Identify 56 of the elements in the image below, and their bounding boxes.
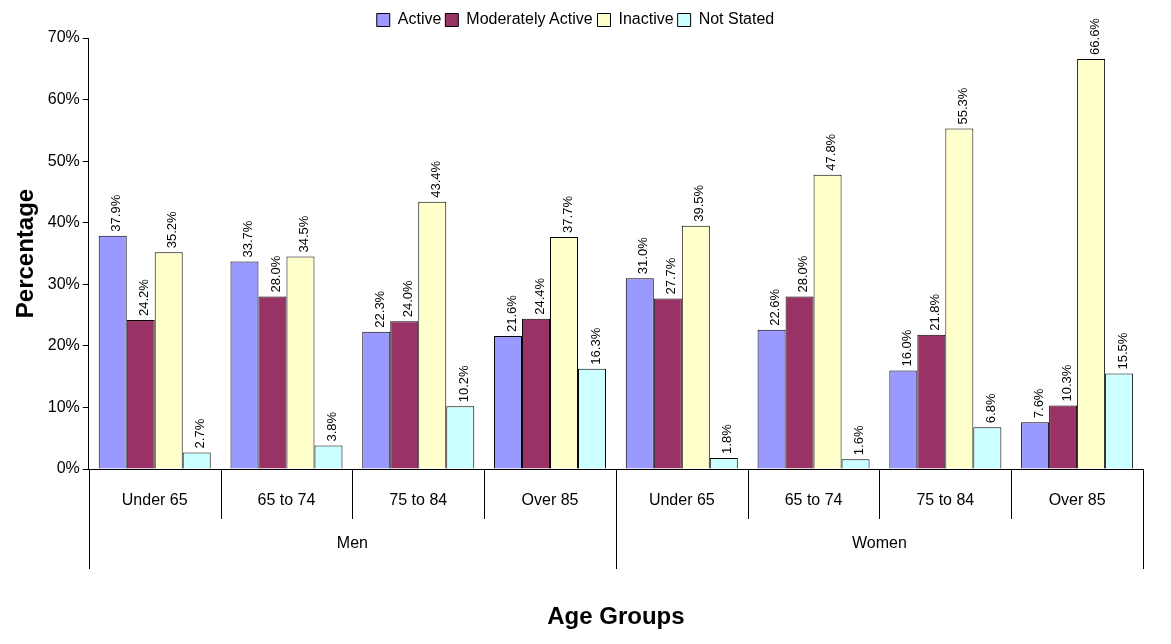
text: Women <box>852 534 907 552</box>
data-label: 35.2% <box>164 210 180 249</box>
data-label: 27.7% <box>663 257 679 295</box>
text: Men <box>336 534 368 552</box>
legend-label: Inactive <box>618 10 674 28</box>
x-tick-label: Over 85 <box>521 491 579 509</box>
data-label: 10.2% <box>455 364 471 403</box>
data-label: 1.8% <box>719 423 735 454</box>
data-label: 24.0% <box>399 279 415 318</box>
x-tick-label: 75 to 84 <box>389 491 448 509</box>
x-tick-label: 65 to 74 <box>784 491 843 509</box>
y-tick-label: 20% <box>47 336 80 354</box>
x-tick-label: Under 65 <box>121 491 188 509</box>
data-label: 24.4% <box>531 277 547 315</box>
data-label: 31.0% <box>635 236 651 275</box>
x-tick-label: 75 to 84 <box>916 491 975 509</box>
data-label: 22.3% <box>371 290 387 328</box>
data-label: 2.7% <box>192 418 208 449</box>
data-label: 22.6% <box>767 288 783 326</box>
y-tick-label: 40% <box>47 213 80 231</box>
data-label: 66.6% <box>1086 17 1102 55</box>
x-tick-label: Under 65 <box>648 491 715 509</box>
data-label: 24.2% <box>136 278 152 316</box>
legend-label: Not Stated <box>698 10 775 28</box>
y-tick-label: 30% <box>47 274 80 292</box>
y-tick-label: 0% <box>56 459 80 477</box>
y-tick-label: 60% <box>47 89 80 107</box>
data-label: 21.8% <box>926 293 942 331</box>
x-tick-label: 65 to 74 <box>257 491 316 509</box>
data-label: 28.0% <box>268 255 284 293</box>
y-tick-label: 70% <box>47 28 80 46</box>
legend-label: Moderately Active <box>466 10 593 28</box>
data-label: 3.8% <box>324 411 340 442</box>
legend-label: Active <box>397 10 442 28</box>
data-label: 21.6% <box>503 294 519 333</box>
data-label: 34.5% <box>296 215 312 253</box>
data-label: 43.4% <box>427 160 443 198</box>
data-label: 6.8% <box>982 393 998 424</box>
y-axis-title: Percentage <box>11 188 39 319</box>
data-label: 28.0% <box>795 255 811 293</box>
x-tick-label: Over 85 <box>1048 491 1106 509</box>
data-label: 37.9% <box>108 194 124 232</box>
data-label: 10.3% <box>1058 364 1074 402</box>
data-label: 1.6% <box>851 425 867 456</box>
data-label: 37.7% <box>559 195 575 233</box>
data-label: 15.5% <box>1114 332 1130 370</box>
data-label: 55.3% <box>954 87 970 125</box>
data-label: 39.5% <box>691 184 707 222</box>
y-tick-label: 50% <box>47 151 80 169</box>
y-tick-label: 10% <box>47 397 80 415</box>
data-label: 7.6% <box>1030 388 1046 419</box>
data-label: 33.7% <box>240 220 256 258</box>
data-label: 16.3% <box>587 327 603 365</box>
data-label: 47.8% <box>823 133 839 171</box>
data-label: 16.0% <box>898 329 914 367</box>
x-axis-title: Age Groups <box>547 602 685 630</box>
